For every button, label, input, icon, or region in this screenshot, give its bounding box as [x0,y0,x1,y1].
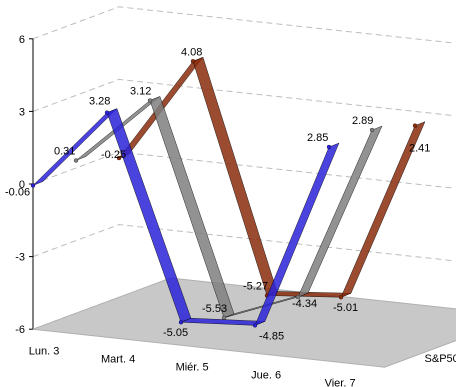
series-dow-jones-point [326,144,332,150]
depth-axis: S&P500NasdaqDow Jones [425,353,456,365]
series-nasdaq-segment [297,125,383,298]
x-tick-label: Vier. 7 [325,377,356,387]
data-label-nasdaq: -4.34 [292,298,317,310]
series-nasdaq-point [369,127,375,133]
series-layer [30,56,426,328]
y-axis: 6 3 0 -3 -6 [15,34,34,336]
y-tick-label: 3 [19,106,25,118]
series-dow-jones-point [252,323,258,328]
x-tick-label: Jue. 6 [251,369,281,381]
gridline [32,78,453,116]
data-label-dow-jones: -0.06 [5,186,30,198]
data-label-s-p500: 2.41 [409,143,430,155]
x-axis: Lun. 3 Mart. 4 Miér. 5 Jue. 6 Vier. 7 [29,345,356,387]
series-nasdaq-point [221,315,227,320]
gridline [32,151,453,189]
x-tick-label: Mart. 4 [101,353,135,365]
series-s-p500-point [190,59,196,64]
data-label-s-p500: -5.01 [333,302,358,314]
series-nasdaq-point [295,294,301,300]
series-nasdaq-point [73,158,79,163]
data-label-nasdaq: -5.53 [202,303,227,315]
series-dow-jones-segment [254,142,340,326]
data-label-s-p500: 4.08 [181,46,202,58]
x-tick-label: Lun. 3 [29,345,60,357]
series-dow-jones-point [30,183,36,188]
series-s-p500-point [412,123,418,128]
gridline [32,224,453,262]
series-s-p500-point [116,155,122,161]
data-label-dow-jones: 2.85 [307,132,328,144]
series-s-p500-point [338,295,344,300]
depth-tick-label: S&P500 [425,353,456,365]
data-label-dow-jones: -4.85 [259,330,284,342]
data-label-nasdaq: 3.12 [130,85,151,97]
data-label-nasdaq: 2.89 [352,115,373,127]
gridline [32,6,453,44]
data-label-dow-jones: 3.28 [89,96,110,108]
series-dow-jones-point [104,110,110,115]
y-tick-label: 6 [19,34,25,46]
y-tick-label: 0 [19,179,25,191]
data-label-nasdaq: 0.31 [54,145,75,157]
series-dow-jones [30,108,340,328]
y-tick-label: -6 [15,324,25,336]
data-label-dow-jones: -5.05 [163,327,188,339]
data-label-s-p500: -0.25 [101,149,126,161]
data-labels: -0.25 4.08 -5.27 -5.01 2.41 0.31 3.12 -5.53 -4.3… [5,46,430,342]
series-dow-jones-point [178,320,184,325]
y-tick-label: -3 [15,252,25,264]
data-label-s-p500: -5.27 [243,281,268,293]
series-nasdaq-point [147,98,153,103]
series-s-p500-segment [340,121,426,298]
x-tick-label: Miér. 5 [176,361,209,373]
